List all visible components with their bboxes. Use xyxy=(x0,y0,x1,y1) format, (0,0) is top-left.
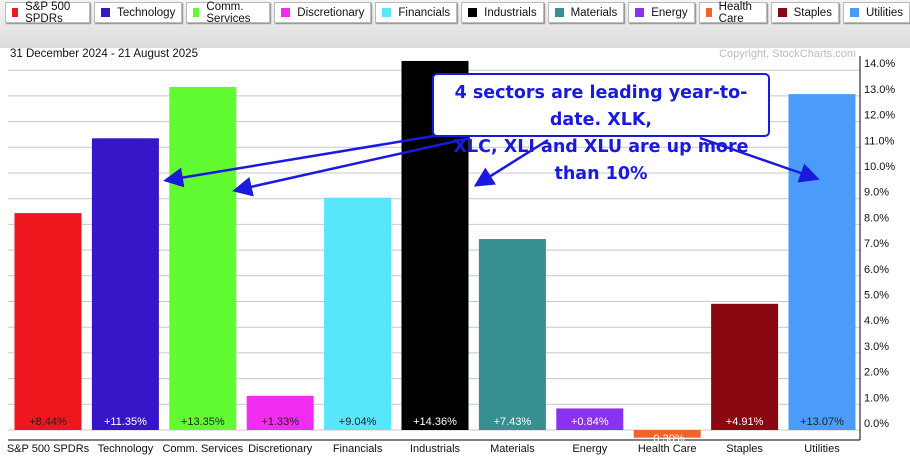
legend-label: Staples xyxy=(793,6,832,19)
y-tick-label: 10.0% xyxy=(864,161,895,173)
data-label: +13.35% xyxy=(181,416,225,428)
legend-swatch xyxy=(554,8,564,17)
x-tick-label: S&P 500 SPDRs xyxy=(7,443,90,455)
y-tick-label: 6.0% xyxy=(864,264,889,276)
y-tick-label: 3.0% xyxy=(864,341,889,353)
legend-label: Energy xyxy=(651,6,688,19)
legend-label: Comm. Services xyxy=(206,0,251,25)
bar xyxy=(246,395,314,430)
y-tick-label: 8.0% xyxy=(864,212,889,224)
legend-label: Health Care xyxy=(718,0,752,25)
data-label: +1.33% xyxy=(261,416,299,428)
bar xyxy=(478,239,546,430)
legend-swatch xyxy=(101,8,111,17)
legend-swatch xyxy=(635,8,645,17)
data-label: -0.30% xyxy=(650,433,685,445)
x-tick-label: Utilities xyxy=(804,443,840,455)
legend-label: S&P 500 SPDRs xyxy=(25,0,71,25)
legend-swatch xyxy=(705,8,712,17)
legend: S&P 500 SPDRs Technology Comm. Services Dis… xyxy=(5,0,910,25)
legend-swatch xyxy=(193,8,200,17)
legend-item[interactable]: Materials xyxy=(547,2,625,23)
x-tick-label: Health Care xyxy=(638,443,697,455)
y-tick-label: 1.0% xyxy=(864,392,889,404)
bar xyxy=(91,138,159,430)
y-tick-label: 13.0% xyxy=(864,84,895,96)
legend-item[interactable]: Discretionary xyxy=(274,2,372,23)
annotation-line-2: XLC, XLI and XLU are up more than 10% xyxy=(453,137,749,184)
legend-label: Financials xyxy=(398,6,451,19)
bar xyxy=(14,213,82,430)
y-tick-label: 0.0% xyxy=(864,418,889,430)
legend-item[interactable]: Technology xyxy=(94,2,183,23)
data-label: +9.04% xyxy=(339,416,377,428)
data-label: +4.91% xyxy=(726,416,764,428)
bar xyxy=(633,430,701,438)
y-tick-label: 5.0% xyxy=(864,290,889,302)
annotation-line-1: 4 sectors are leading year-to-date. XLK, xyxy=(454,83,748,130)
y-tick-label: 9.0% xyxy=(864,187,889,199)
y-tick-label: 12.0% xyxy=(864,110,895,122)
bar xyxy=(324,197,392,430)
annotation-arrow xyxy=(232,136,471,197)
bar xyxy=(711,303,779,430)
legend-item[interactable]: Health Care xyxy=(698,0,767,25)
x-tick-label: Discretionary xyxy=(248,443,313,455)
legend-item[interactable]: Industrials xyxy=(461,2,544,23)
x-tick-label: Materials xyxy=(490,443,535,455)
legend-swatch xyxy=(382,8,392,17)
x-tick-label: Comm. Services xyxy=(162,443,243,455)
x-tick-label: Technology xyxy=(98,443,154,455)
legend-label: Materials xyxy=(570,6,618,19)
legend-label: Industrials xyxy=(484,6,537,19)
legend-item[interactable]: Staples xyxy=(770,2,839,23)
annotation-arrow xyxy=(473,138,549,187)
y-tick-label: 11.0% xyxy=(864,135,895,147)
annotation-arrow xyxy=(699,136,820,183)
annotation-arrow xyxy=(163,128,471,188)
data-label: +13.07% xyxy=(800,416,844,428)
x-tick-label: Energy xyxy=(572,443,607,455)
copyright: Copyright, StockCharts.com xyxy=(719,48,856,60)
annotation-box: 4 sectors are leading year-to-date. XLK,… xyxy=(432,73,770,184)
bar xyxy=(556,408,624,430)
legend-label: Technology xyxy=(117,6,176,19)
y-tick-label: 4.0% xyxy=(864,315,889,327)
legend-swatch xyxy=(12,8,19,17)
x-tick-label: Financials xyxy=(333,443,383,455)
date-range: 31 December 2024 - 21 August 2025 xyxy=(10,48,198,60)
bar xyxy=(788,94,856,430)
legend-swatch xyxy=(281,8,291,17)
x-tick-label: Staples xyxy=(726,443,763,455)
legend-swatch xyxy=(777,8,787,17)
legend-item[interactable]: S&P 500 SPDRs xyxy=(5,0,91,25)
legend-swatch xyxy=(468,8,478,17)
y-tick-label: 14.0% xyxy=(864,58,895,70)
x-tick-label: Industrials xyxy=(410,443,461,455)
y-tick-label: 2.0% xyxy=(864,367,889,379)
data-label: +0.84% xyxy=(571,416,609,428)
legend-item[interactable]: Energy xyxy=(628,2,695,23)
data-label: +11.35% xyxy=(104,416,147,428)
y-tick-label: 7.0% xyxy=(864,238,889,250)
legend-item[interactable]: Financials xyxy=(375,2,458,23)
bar xyxy=(169,86,237,430)
data-label: +14.36% xyxy=(413,416,457,428)
data-label: +8.44% xyxy=(29,416,67,428)
legend-label: Utilities xyxy=(865,6,904,19)
legend-swatch xyxy=(849,8,859,17)
data-label: +7.43% xyxy=(494,416,532,428)
legend-label: Discretionary xyxy=(297,6,365,19)
legend-item[interactable]: Comm. Services xyxy=(186,0,271,25)
